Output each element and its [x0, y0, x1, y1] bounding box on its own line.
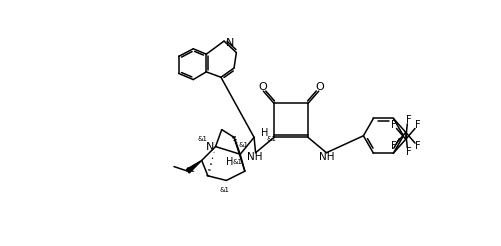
Text: F: F: [406, 147, 412, 156]
Text: &1: &1: [266, 136, 276, 142]
Text: H: H: [226, 157, 233, 167]
Text: &1: &1: [220, 187, 230, 193]
Text: NH: NH: [320, 152, 335, 162]
Text: NH: NH: [247, 152, 263, 162]
Text: N: N: [206, 141, 214, 152]
Text: F: F: [415, 120, 421, 130]
Text: F: F: [415, 141, 421, 151]
Text: F: F: [391, 120, 396, 130]
Text: F: F: [391, 141, 396, 151]
Text: &1: &1: [186, 167, 196, 173]
Text: &1: &1: [232, 159, 242, 165]
Text: H: H: [261, 128, 269, 138]
Text: &1: &1: [238, 142, 248, 148]
Text: &1: &1: [197, 136, 207, 142]
Text: O: O: [315, 82, 324, 92]
Polygon shape: [186, 160, 202, 173]
Text: F: F: [406, 115, 412, 125]
Text: N: N: [226, 38, 235, 48]
Text: O: O: [258, 82, 267, 92]
